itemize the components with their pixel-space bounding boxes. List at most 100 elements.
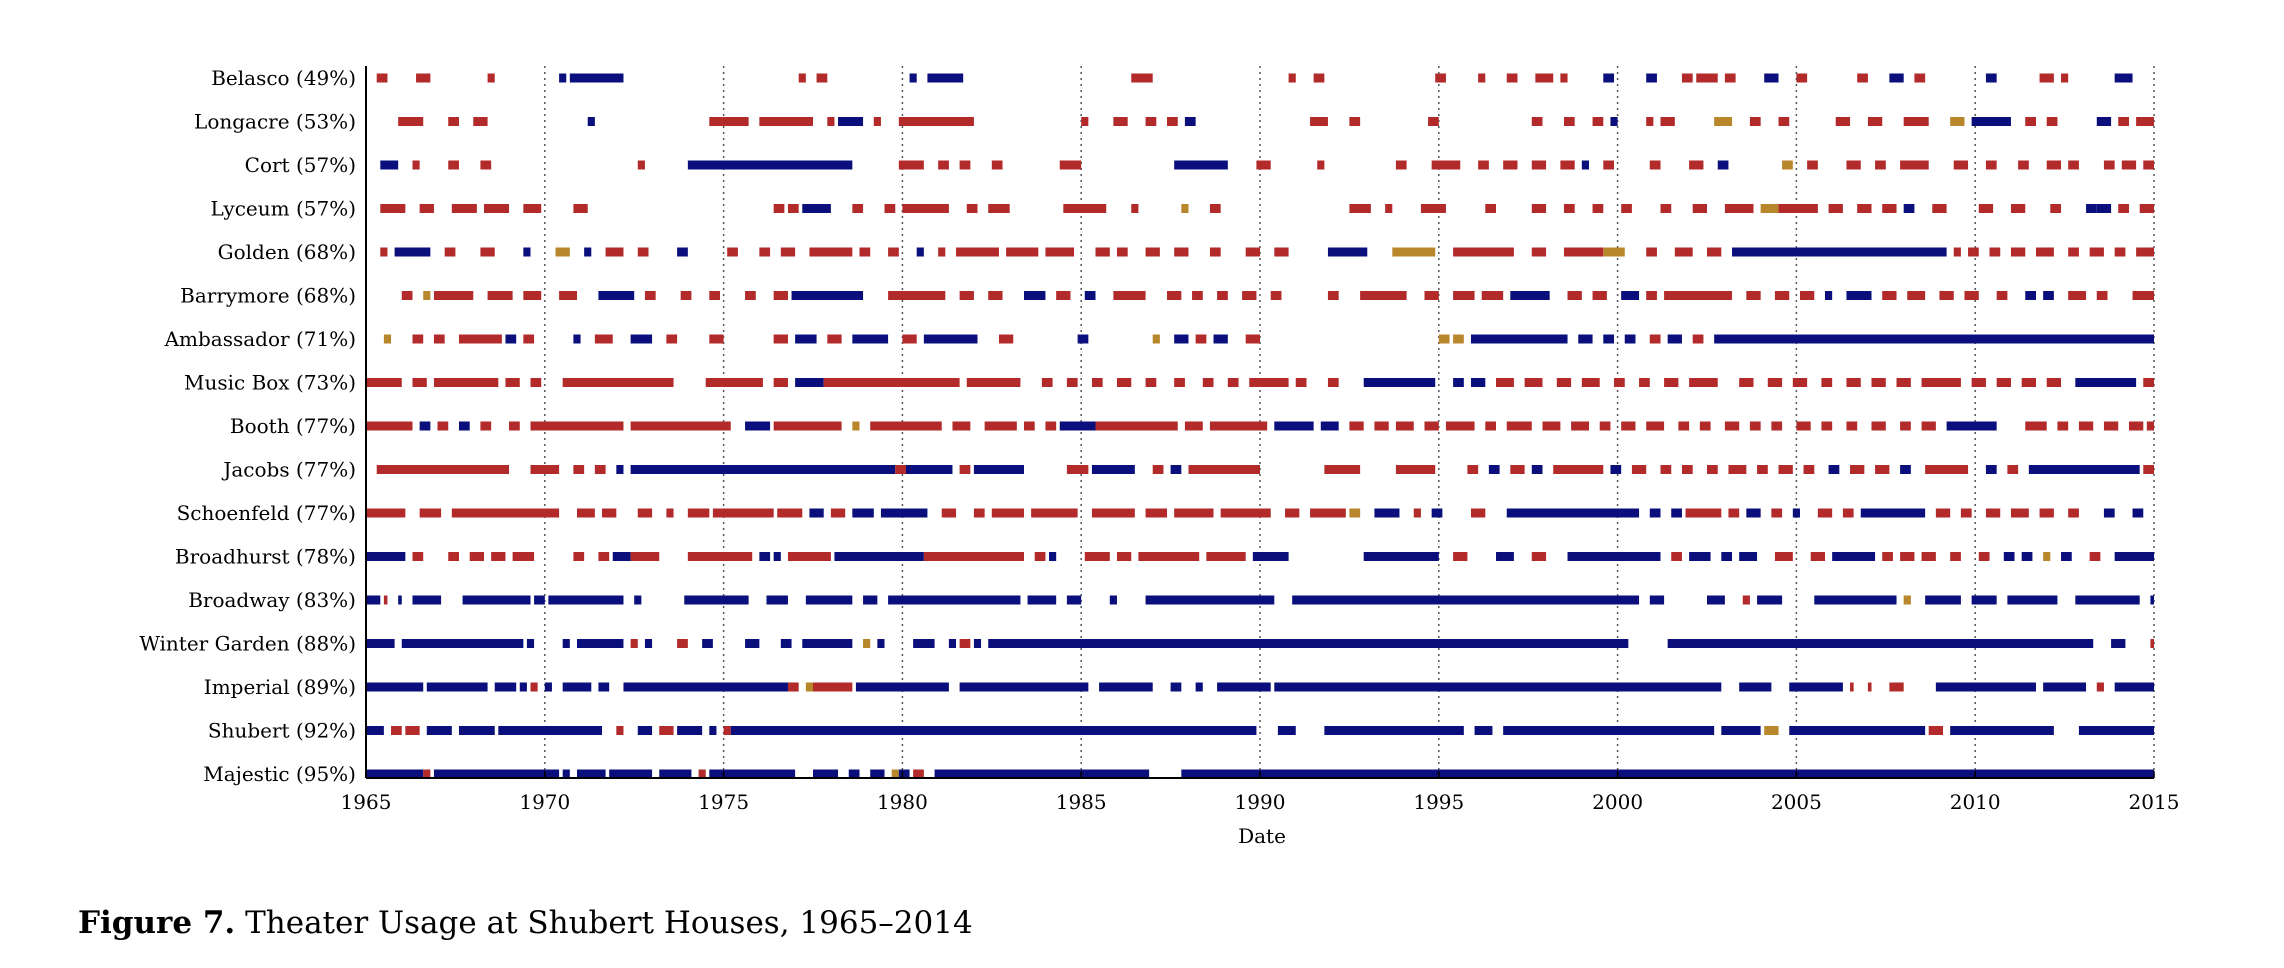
usage-segment-red	[509, 421, 520, 431]
x-tick-label: 1985	[1056, 790, 1107, 814]
usage-segment-navy	[795, 378, 824, 387]
usage-segment-navy	[630, 334, 653, 344]
usage-segment-navy	[1746, 508, 1761, 518]
usage-segment-red	[2096, 682, 2104, 692]
usage-segment-navy	[773, 552, 781, 561]
usage-segment-red	[1882, 552, 1893, 561]
usage-segment-navy	[1327, 247, 1368, 257]
usage-segment-navy	[1832, 552, 1876, 561]
usage-segment-red	[473, 117, 488, 126]
usage-segment-red	[1592, 291, 1607, 300]
usage-segment-navy	[559, 73, 567, 83]
usage-segment-red	[605, 247, 624, 257]
usage-segment-navy	[644, 639, 653, 648]
usage-segment-gold	[2043, 552, 2051, 561]
usage-segment-red	[1478, 73, 1486, 83]
usage-segment-red	[1749, 117, 1761, 126]
usage-segment-red	[2136, 117, 2154, 126]
usage-segment-red	[1270, 291, 1282, 300]
usage-segment-red	[1209, 204, 1221, 213]
usage-segment-red	[1581, 378, 1600, 387]
usage-segment-red	[480, 160, 492, 170]
figure-caption: Figure 7. Theater Usage at Shubert House…	[78, 905, 973, 941]
usage-segment-red	[1614, 378, 1625, 387]
usage-segment-navy	[1971, 117, 2011, 126]
usage-segment-red	[823, 378, 960, 387]
usage-segment-red	[1599, 421, 1611, 431]
usage-segment-red	[1778, 204, 1818, 213]
usage-segment-red	[966, 378, 1021, 387]
usage-segment-red	[759, 117, 813, 126]
usage-segment-red	[1660, 117, 1675, 126]
usage-segment-red	[984, 421, 1017, 431]
usage-segment-navy	[2075, 595, 2140, 605]
usage-segment-red	[1567, 291, 1582, 300]
usage-segment-red	[1985, 160, 1997, 170]
usage-segment-navy	[1825, 291, 1833, 300]
usage-segment-red	[1817, 508, 1833, 518]
usage-segment-navy	[1567, 552, 1661, 561]
usage-segment-red	[1453, 552, 1468, 561]
theater-label: Majestic (95%)	[203, 762, 356, 786]
usage-segment-red	[1960, 508, 1972, 518]
usage-segment-gold	[1181, 204, 1189, 213]
usage-segment-navy	[1059, 421, 1096, 431]
usage-segment-red	[1563, 117, 1575, 126]
usage-segment-navy	[401, 639, 524, 648]
usage-segments	[366, 73, 2154, 779]
usage-segment-red	[1470, 508, 1486, 518]
usage-segment-red	[2078, 421, 2094, 431]
usage-segment-navy	[1320, 421, 1339, 431]
usage-segment-navy	[1667, 639, 2094, 648]
usage-segment-red	[433, 378, 499, 387]
x-tick-label: 1975	[698, 790, 749, 814]
usage-segment-navy	[1374, 508, 1400, 518]
usage-segment-red	[380, 204, 406, 213]
usage-segment-red	[1510, 465, 1525, 474]
usage-segment-red	[2139, 204, 2154, 213]
x-tick-label: 1965	[341, 790, 392, 814]
usage-segment-red	[594, 465, 606, 474]
usage-segment-red	[523, 334, 535, 344]
usage-segment-navy	[1049, 552, 1057, 561]
usage-segment-red	[1145, 247, 1160, 257]
usage-segment-navy	[548, 595, 624, 605]
usage-segment-red	[530, 421, 624, 431]
usage-segment-navy	[1985, 73, 1997, 83]
usage-segment-navy	[505, 334, 517, 344]
usage-segment-red	[1646, 291, 1657, 300]
usage-segment-red	[1989, 247, 2001, 257]
usage-segment-navy	[1170, 682, 1182, 692]
usage-segment-red	[1531, 204, 1547, 213]
usage-segment-navy	[2061, 552, 2072, 561]
usage-segment-red	[1116, 552, 1132, 561]
usage-segment-gold	[555, 247, 570, 257]
usage-segment-red	[1964, 291, 1979, 300]
usage-segment-red	[1857, 73, 1868, 83]
usage-segment-red	[1646, 421, 1665, 431]
usage-segment-red	[1349, 117, 1361, 126]
usage-segment-navy	[898, 769, 910, 779]
usage-segment-red	[1846, 421, 1858, 431]
theater-label: Imperial (89%)	[204, 675, 356, 699]
usage-segment-red	[2118, 204, 2129, 213]
usage-segment-red	[1985, 508, 2001, 518]
usage-segment-red	[1431, 160, 1461, 170]
usage-segment-red	[2068, 247, 2079, 257]
usage-segment-red	[2021, 378, 2036, 387]
usage-segment-navy	[1814, 595, 1897, 605]
usage-segment-red	[1882, 204, 1897, 213]
usage-segment-gold	[1950, 117, 1965, 126]
usage-segment-navy	[838, 117, 864, 126]
usage-segment-red	[938, 247, 946, 257]
usage-segment-red	[412, 378, 427, 387]
usage-segment-red	[991, 508, 1024, 518]
usage-segment-navy	[634, 595, 642, 605]
usage-segment-navy	[852, 334, 889, 344]
usage-segment-red	[680, 291, 692, 300]
usage-segment-navy	[659, 769, 692, 779]
usage-segment-red	[1778, 117, 1790, 126]
usage-segment-navy	[913, 639, 935, 648]
usage-segment-navy	[2086, 204, 2097, 213]
usage-segment-red	[1778, 465, 1793, 474]
